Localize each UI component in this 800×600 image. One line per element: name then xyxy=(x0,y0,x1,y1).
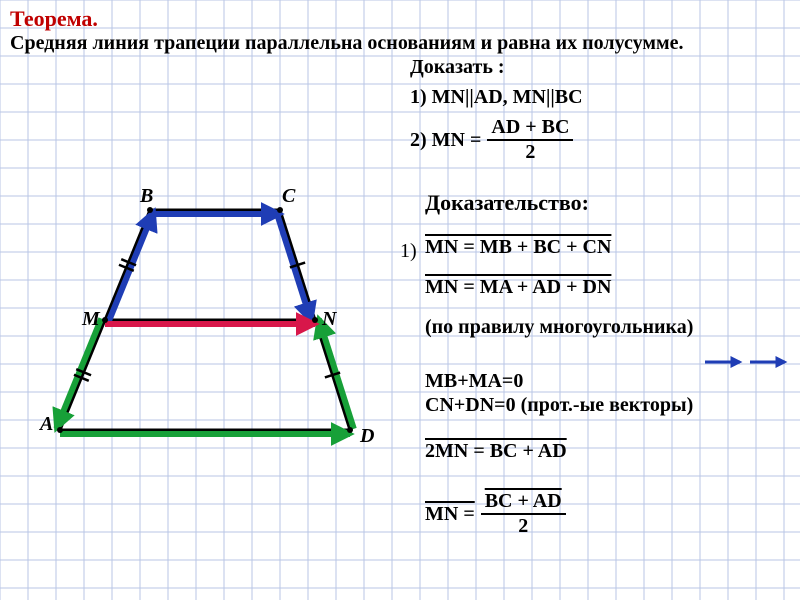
content-layer: Теорема. Средняя линия трапеции параллел… xyxy=(0,0,800,600)
proof-line-2: MN = MA + AD + DN xyxy=(425,276,611,299)
svg-text:N: N xyxy=(321,308,338,330)
svg-text:B: B xyxy=(139,185,153,207)
svg-text:D: D xyxy=(359,425,374,447)
proof-line4-denominator: 2 xyxy=(514,515,532,538)
theorem-statement: Средняя линия трапеции параллельна основ… xyxy=(10,32,683,55)
proof-line4-numerator: BC + AD xyxy=(481,490,566,515)
proof-line-3: 2MN = BC + AD xyxy=(425,440,567,463)
prove-2-denominator: 2 xyxy=(521,141,539,164)
proof-sum-zero-b: CN+DN=0 (прот.-ые векторы) xyxy=(425,394,693,417)
svg-text:M: M xyxy=(81,308,101,330)
prove-2-fraction: AD + BC 2 xyxy=(487,116,573,164)
page-root: Теорема. Средняя линия трапеции параллел… xyxy=(0,0,800,600)
prove-item-2: 2) MN = AD + BC 2 xyxy=(410,116,573,164)
theorem-title: Теорема. xyxy=(10,6,98,32)
proof-step-1-number: 1) xyxy=(400,240,417,263)
prove-2-numerator: AD + BC xyxy=(487,116,573,141)
proof-line-1: MN = MB + BC + CN xyxy=(425,236,611,259)
prove-heading: Доказать : xyxy=(410,56,505,79)
proof-line-4: MN = BC + AD 2 xyxy=(425,490,566,538)
prove-item-1: 1) MN||AD, MN||BC xyxy=(410,86,583,109)
proof-sum-zero-a: MB+MA=0 xyxy=(425,370,523,393)
svg-text:C: C xyxy=(282,185,296,207)
trapezoid-diagram: A B C D M N xyxy=(20,180,390,470)
proof-line4-fraction: BC + AD 2 xyxy=(481,490,566,538)
prove-2-lhs: 2) MN = xyxy=(410,129,481,152)
proof-line4-lhs: MN = xyxy=(425,503,475,526)
arrow-demo-icon xyxy=(700,352,790,372)
proof-note: (по правилу многоугольника) xyxy=(425,316,693,339)
proof-heading: Доказательство: xyxy=(425,190,589,216)
svg-text:A: A xyxy=(38,413,53,435)
